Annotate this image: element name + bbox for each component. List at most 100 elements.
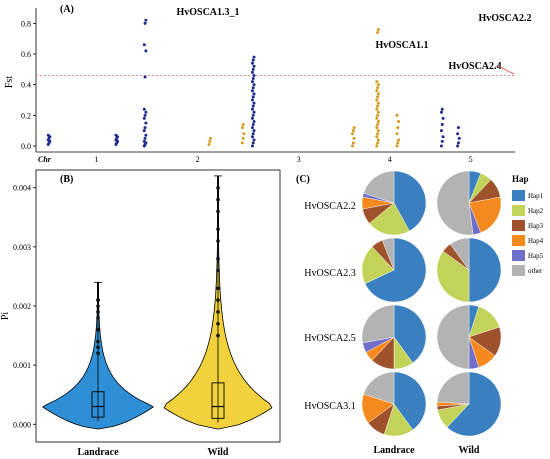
- pie-slice-other: [361, 304, 395, 344]
- annotation-hvosca2-2: HvOSCA2.2: [478, 13, 531, 24]
- fst-point: [251, 86, 255, 90]
- legend-label-hap4: Hap4: [528, 237, 544, 245]
- fst-point: [251, 67, 255, 71]
- fst-y-axis: 0.0 0.2 0.4 0.6 0.8: [21, 8, 37, 152]
- box-iqr: [211, 382, 225, 419]
- fst-point: [252, 138, 256, 142]
- fst-point: [251, 113, 255, 117]
- fst-point: [240, 141, 244, 145]
- chr-tick-label: 1: [95, 155, 99, 164]
- outlier-point: [216, 321, 220, 326]
- fst-y-tick-label: 0.4: [21, 81, 31, 90]
- fst-point: [251, 58, 255, 62]
- fst-point: [144, 49, 148, 53]
- fst-point: [250, 126, 254, 130]
- fst-point: [251, 132, 255, 136]
- fst-point: [376, 119, 380, 123]
- fst-point: [114, 133, 118, 137]
- fst-point: [207, 142, 211, 146]
- fst-point: [456, 132, 460, 136]
- panel-a-label: (A): [60, 4, 74, 15]
- chr-tick-label: 4: [388, 155, 392, 164]
- legend-label-hap1: Hap1: [528, 192, 544, 200]
- fst-point: [241, 136, 245, 140]
- legend-label-other: other: [528, 267, 543, 275]
- fst-point: [375, 80, 379, 84]
- outlier-point: [96, 298, 100, 302]
- fst-point: [351, 132, 355, 136]
- legend-swatch-hap3: [512, 220, 525, 231]
- fst-point: [440, 139, 444, 143]
- panel-c-label: (C): [296, 174, 310, 185]
- pie-hvosca2-3-landrace: [361, 237, 427, 303]
- outlier-point: [96, 316, 100, 320]
- fst-point: [250, 107, 254, 111]
- outlier-point: [96, 327, 100, 332]
- fst-point: [441, 116, 445, 120]
- fst-point: [252, 129, 256, 133]
- annotation-hvosca1-3-1: HvOSCA1.3_1: [176, 7, 239, 18]
- pie-slice-other: [436, 170, 474, 236]
- fst-point: [46, 133, 50, 137]
- outlier-point: [216, 197, 220, 202]
- fst-point: [376, 129, 380, 133]
- fst-point: [252, 83, 256, 87]
- pie-slice-other: [449, 237, 470, 271]
- pie-slice-hap1: [393, 304, 427, 364]
- haplotype-pies: [361, 170, 502, 437]
- fst-point: [252, 101, 256, 105]
- annotation-hvosca2-4-pointer: [497, 65, 515, 75]
- legend-label-hap2: Hap2: [528, 207, 544, 215]
- fst-point: [440, 123, 444, 127]
- fst-point: [144, 110, 148, 114]
- fst-point: [440, 107, 444, 111]
- fst-point: [376, 123, 380, 127]
- fst-point: [351, 141, 355, 145]
- fst-point: [143, 136, 147, 140]
- outlier-point: [216, 333, 220, 338]
- pie-hvosca3-1-landrace: [361, 371, 427, 437]
- fst-point: [143, 113, 147, 117]
- fst-y-tick-label: 0.2: [21, 111, 31, 120]
- fst-point: [376, 86, 380, 90]
- legend-swatch-hap2: [512, 205, 525, 216]
- fst-point: [456, 144, 460, 148]
- legend-label-hap3: Hap3: [528, 222, 544, 230]
- pi-axis-label: Pi: [0, 312, 11, 321]
- fst-point: [252, 64, 256, 68]
- legend-swatch-hap1: [512, 190, 525, 201]
- fst-point: [395, 144, 399, 148]
- outlier-point: [216, 209, 220, 214]
- legend-swatch-other: [512, 265, 525, 276]
- fst-point: [376, 141, 380, 145]
- pie-slice-hap1: [393, 170, 427, 232]
- outlier-point: [96, 304, 100, 308]
- fst-point: [376, 83, 380, 87]
- fst-point: [352, 126, 356, 130]
- pi-y-tick-label: 0.003: [13, 243, 31, 252]
- fst-point: [439, 110, 443, 114]
- outlier-point: [216, 185, 220, 190]
- pi-y-tick-label: 0.001: [13, 361, 31, 370]
- fst-point: [208, 139, 212, 143]
- fst-point: [395, 113, 399, 117]
- fst-point: [375, 107, 379, 111]
- fst-point: [251, 123, 255, 127]
- outlier-point: [216, 268, 220, 273]
- box-iqr: [91, 391, 105, 418]
- fst-point: [375, 98, 379, 102]
- pie-hvosca2-5-landrace: [361, 304, 427, 370]
- annotation-hvosca1-1: HvOSCA1.1: [375, 40, 428, 51]
- fst-point: [250, 116, 254, 120]
- chr-tick-label: 2: [196, 155, 200, 164]
- fst-point: [376, 113, 380, 117]
- outlier-point: [96, 310, 100, 314]
- pie-slice-hap1: [468, 237, 502, 303]
- fst-point: [251, 95, 255, 99]
- fst-point: [397, 138, 401, 142]
- pie-slice-other: [363, 371, 395, 405]
- row-label-hvosca3-1: HvOSCA3.1: [304, 401, 355, 412]
- fst-point: [457, 136, 461, 140]
- pie-slice-other: [436, 371, 470, 405]
